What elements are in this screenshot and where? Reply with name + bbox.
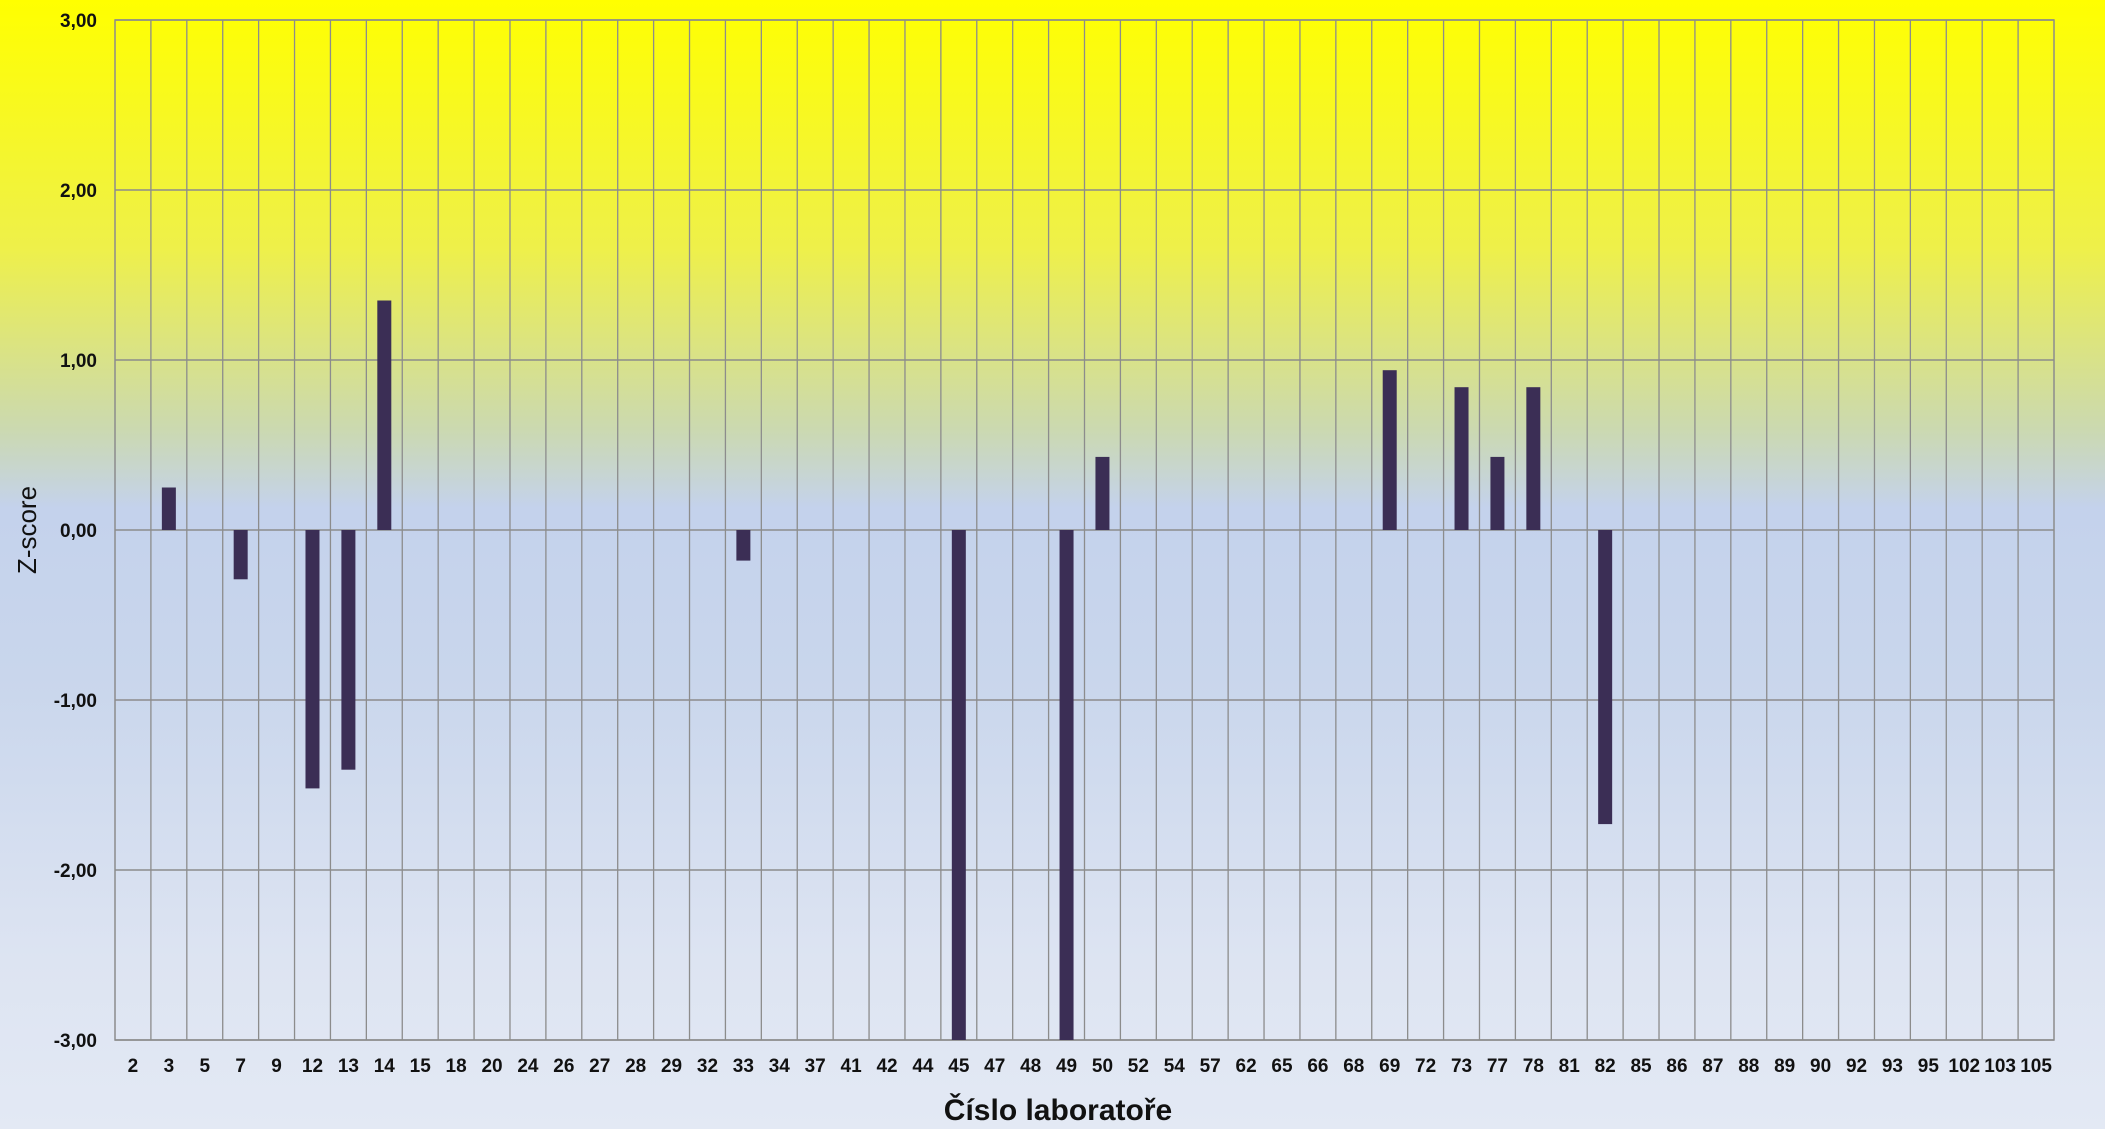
x-tick-label: 45 (948, 1056, 970, 1077)
x-tick-label: 18 (446, 1056, 467, 1077)
x-tick-label: 68 (1343, 1056, 1364, 1077)
x-tick-label: 32 (697, 1056, 718, 1077)
x-tick-label: 86 (1666, 1056, 1687, 1077)
x-tick-label: 49 (1056, 1056, 1077, 1077)
x-tick-label: 28 (625, 1056, 646, 1077)
x-tick-label: 87 (1702, 1056, 1723, 1077)
x-tick-label: 85 (1630, 1056, 1652, 1077)
y-tick-label: 0,00 (60, 521, 97, 542)
y-tick-label: 2,00 (60, 181, 97, 202)
bar-lab-33 (736, 530, 751, 561)
x-axis-title: Číslo laboratoře (944, 1093, 1172, 1127)
bar-lab-45 (951, 530, 966, 1040)
x-tick-label: 52 (1128, 1056, 1149, 1077)
x-tick-label: 54 (1164, 1056, 1186, 1077)
x-tick-label: 47 (984, 1056, 1005, 1077)
y-tick-label: -2,00 (54, 861, 97, 882)
bar-lab-49 (1059, 530, 1074, 1040)
x-tick-label: 48 (1020, 1056, 1041, 1077)
x-tick-label: 62 (1236, 1056, 1257, 1077)
x-tick-label: 81 (1559, 1056, 1581, 1077)
x-tick-label: 15 (410, 1056, 432, 1077)
bar-lab-77 (1490, 456, 1505, 530)
bar-lab-73 (1454, 387, 1469, 530)
y-tick-label: -1,00 (54, 691, 97, 712)
x-tick-label: 24 (517, 1056, 539, 1077)
bar-lab-14 (377, 300, 392, 530)
x-tick-label: 102 (1948, 1056, 1980, 1077)
x-tick-label: 66 (1307, 1056, 1328, 1077)
y-tick-label: 3,00 (60, 11, 97, 32)
x-tick-label: 88 (1738, 1056, 1759, 1077)
y-axis-title: Z-score (12, 486, 42, 574)
x-tick-label: 14 (374, 1056, 396, 1077)
bar-lab-12 (305, 530, 320, 789)
x-tick-label: 77 (1487, 1056, 1508, 1077)
x-tick-label: 82 (1595, 1056, 1616, 1077)
x-tick-label: 69 (1379, 1056, 1400, 1077)
x-tick-label: 95 (1918, 1056, 1940, 1077)
x-tick-label: 12 (302, 1056, 323, 1077)
bar-lab-69 (1382, 370, 1397, 530)
x-tick-labels: 2 3 5 7 9 12 13 14 15 18 20 24 26 27 28 29 32 33 34 37 41 42 4… (128, 1056, 2053, 1077)
x-tick-label: 78 (1523, 1056, 1544, 1077)
x-tick-label: 29 (661, 1056, 682, 1077)
x-tick-label: 3 (164, 1056, 175, 1077)
x-tick-label: 50 (1092, 1056, 1113, 1077)
x-tick-label: 5 (199, 1056, 210, 1077)
bar-lab-7 (233, 530, 248, 580)
x-tick-label: 26 (553, 1056, 574, 1077)
x-tick-label: 92 (1846, 1056, 1867, 1077)
x-tick-label: 37 (805, 1056, 826, 1077)
x-tick-label: 41 (841, 1056, 863, 1077)
x-tick-label: 20 (481, 1056, 502, 1077)
bar-lab-13 (341, 530, 356, 770)
x-tick-label: 105 (2020, 1056, 2052, 1077)
x-tick-label: 7 (235, 1056, 246, 1077)
y-tick-label: -3,00 (54, 1031, 97, 1052)
x-tick-label: 2 (128, 1056, 139, 1077)
bar-layer (161, 300, 1613, 1040)
x-tick-label: 93 (1882, 1056, 1903, 1077)
y-tick-label: 1,00 (60, 351, 97, 372)
x-tick-label: 44 (912, 1056, 934, 1077)
x-tick-label: 9 (271, 1056, 282, 1077)
x-tick-label: 57 (1200, 1056, 1221, 1077)
grid-layer (114, 19, 2055, 1041)
x-tick-label: 34 (769, 1056, 791, 1077)
x-tick-label: 65 (1271, 1056, 1293, 1077)
bar-lab-3 (161, 487, 176, 530)
x-tick-label: 103 (1984, 1056, 2016, 1077)
x-tick-label: 33 (733, 1056, 754, 1077)
y-tick-labels: -3,00 -2,00 -1,00 0,00 1,00 2,00 3,00 (54, 11, 97, 1052)
x-tick-label: 90 (1810, 1056, 1831, 1077)
bar-lab-78 (1526, 387, 1541, 530)
x-tick-label: 89 (1774, 1056, 1795, 1077)
bar-lab-82 (1598, 530, 1613, 825)
x-tick-label: 42 (876, 1056, 897, 1077)
x-tick-label: 72 (1415, 1056, 1436, 1077)
x-tick-label: 73 (1451, 1056, 1472, 1077)
x-tick-label: 27 (589, 1056, 610, 1077)
bar-lab-50 (1095, 456, 1110, 530)
x-tick-label: 13 (338, 1056, 359, 1077)
